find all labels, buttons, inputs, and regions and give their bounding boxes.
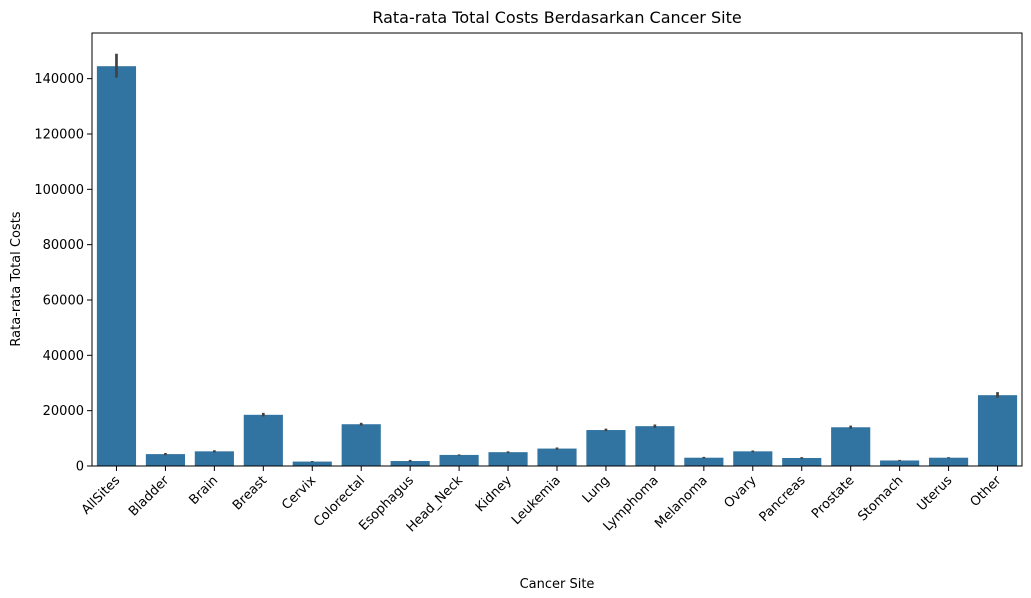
x-tick-label: Stomach: [855, 473, 906, 524]
x-tick-label: Brain: [186, 473, 221, 508]
y-tick-label: 60000: [43, 293, 84, 308]
x-tick-label: Breast: [230, 473, 270, 513]
bar: [586, 430, 626, 466]
x-tick-label: Ovary: [721, 473, 759, 511]
bar: [684, 457, 724, 466]
bar: [292, 461, 332, 466]
y-tick-label: 20000: [43, 404, 84, 419]
y-tick-label: 100000: [34, 183, 84, 198]
bar: [145, 454, 185, 466]
x-tick-label: Kidney: [473, 473, 515, 515]
axes-frame: [91, 32, 1023, 467]
bar: [831, 427, 871, 466]
y-tick-label: 140000: [34, 72, 84, 87]
bar: [537, 448, 577, 466]
bar: [341, 424, 381, 466]
x-tick-label: Bladder: [126, 473, 173, 520]
plot-area: 0 20000 40000 60000 80000 100000 120000 140000 A…: [34, 32, 1023, 535]
bar: [390, 461, 430, 466]
y-axis-label: Rata-rata Total Costs: [9, 211, 24, 346]
bar: [782, 457, 822, 466]
x-axis-label: Cancer Site: [520, 577, 595, 592]
x-tick-label: Prostate: [809, 473, 857, 521]
chart-title: Rata-rata Total Costs Berdasarkan Cancer…: [372, 8, 741, 27]
y-tick-label: 80000: [43, 238, 84, 253]
bar: [96, 66, 137, 466]
x-tick-label: Pancreas: [757, 473, 809, 525]
y-tick-label: 0: [76, 460, 84, 475]
x-tick-label: Other: [968, 473, 1005, 510]
x-tick-label: AllSites: [79, 473, 124, 518]
bar: [929, 457, 969, 466]
x-tick-label: Uterus: [914, 473, 955, 514]
x-tick-label: Melanoma: [652, 473, 710, 531]
y-tick-label: 40000: [43, 349, 84, 364]
bar: [488, 452, 528, 466]
x-tick-label: Lung: [580, 473, 613, 506]
y-tick-label: 120000: [34, 127, 84, 142]
x-tick-label: Leukemia: [509, 473, 564, 528]
bar: [243, 414, 283, 466]
bar: [977, 395, 1018, 466]
bar: [635, 426, 675, 466]
bar: [439, 454, 479, 466]
bar: [194, 451, 234, 466]
bar: [880, 460, 920, 466]
x-tick-label: Cervix: [279, 473, 319, 513]
bar: [733, 451, 773, 466]
